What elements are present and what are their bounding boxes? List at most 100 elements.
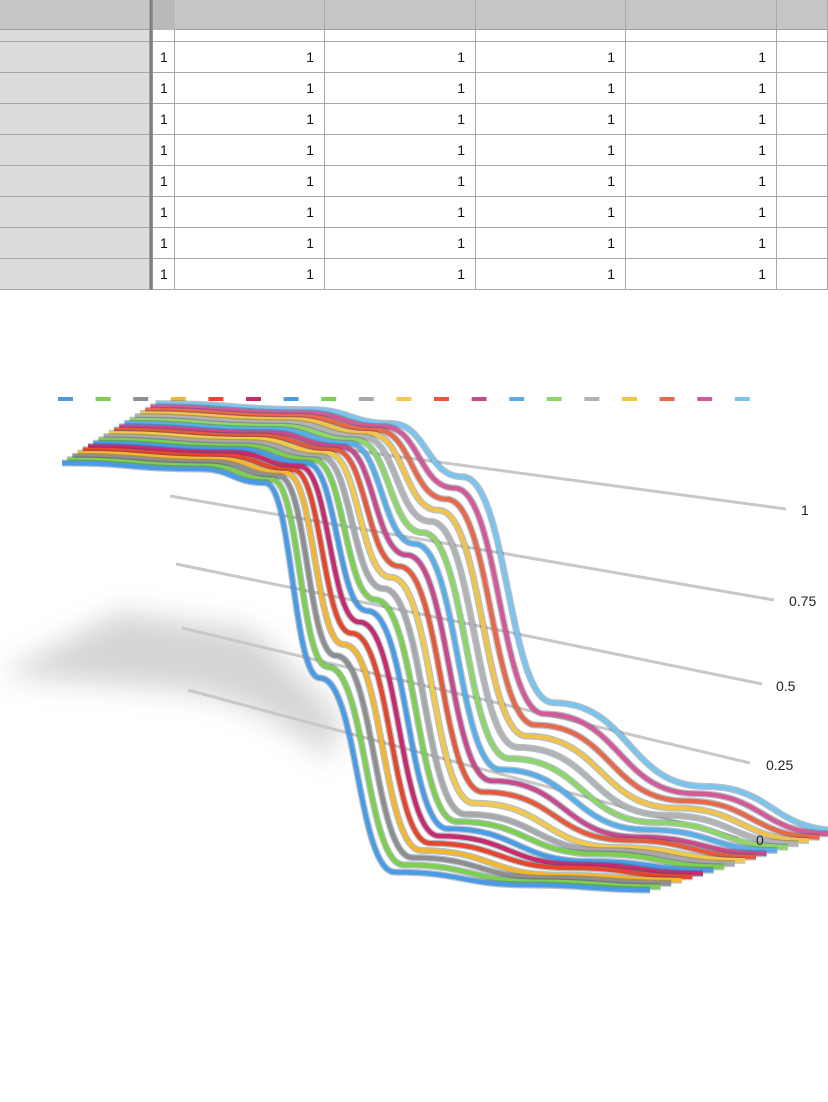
- table-cell[interactable]: 1: [626, 166, 777, 197]
- series-line: [134, 414, 799, 847]
- y-tick-label: 0.5: [776, 678, 796, 694]
- series-line: [67, 457, 661, 889]
- table-cell[interactable]: 1: [325, 166, 476, 197]
- column-header-e[interactable]: [626, 0, 777, 30]
- table-cell[interactable]: 1: [175, 228, 325, 259]
- legend-swatch: [659, 397, 675, 401]
- chart-series: [61, 400, 828, 894]
- table-cell[interactable]: 1: [325, 135, 476, 166]
- series-line: [139, 411, 810, 843]
- table-cell[interactable]: 1: [626, 197, 777, 228]
- table-cell[interactable]: 1: [175, 135, 325, 166]
- table-cell[interactable]: 1: [150, 73, 175, 104]
- table-cell[interactable]: 1: [150, 197, 175, 228]
- row-label-cell[interactable]: [0, 166, 150, 197]
- row-label-cell[interactable]: [0, 73, 150, 104]
- row-label-cell[interactable]: [0, 197, 150, 228]
- chart-legend: [58, 397, 750, 401]
- table-cell[interactable]: 1: [626, 259, 777, 290]
- legend-swatch: [170, 397, 186, 401]
- table-cell[interactable]: [777, 135, 828, 166]
- legend-swatch: [246, 397, 261, 401]
- legend-swatch: [622, 397, 637, 401]
- y-tick-label: 0.75: [789, 593, 816, 609]
- table-cell[interactable]: 1: [476, 166, 626, 197]
- legend-swatch: [321, 397, 337, 401]
- table-cell[interactable]: 1: [325, 42, 476, 73]
- y-tick-label: 0.25: [766, 757, 793, 773]
- table-cell[interactable]: [777, 228, 828, 259]
- table-cell[interactable]: 1: [150, 42, 175, 73]
- table-cell[interactable]: 1: [150, 166, 175, 197]
- table-cell[interactable]: 1: [325, 228, 476, 259]
- table-cell[interactable]: 1: [175, 166, 325, 197]
- row-label-cell[interactable]: [0, 228, 150, 259]
- table-cell[interactable]: 1: [150, 135, 175, 166]
- table-cell[interactable]: [777, 197, 828, 228]
- table-cell[interactable]: 1: [476, 42, 626, 73]
- column-header-b[interactable]: [175, 0, 325, 30]
- table-cell[interactable]: 1: [626, 73, 777, 104]
- table-cell[interactable]: 1: [626, 228, 777, 259]
- series-line: [129, 417, 788, 850]
- legend-swatch: [546, 397, 562, 401]
- row-label-cell[interactable]: [0, 259, 150, 290]
- table-cell[interactable]: 1: [325, 104, 476, 135]
- table-cell[interactable]: 1: [626, 104, 777, 135]
- table-cell[interactable]: 1: [325, 73, 476, 104]
- table-cell[interactable]: 1: [175, 73, 325, 104]
- table-cell[interactable]: 1: [175, 42, 325, 73]
- row-label-cell[interactable]: [0, 42, 150, 73]
- legend-swatch: [208, 397, 224, 401]
- frozen-column-divider[interactable]: [150, 0, 153, 290]
- table-cell[interactable]: 1: [175, 104, 325, 135]
- legend-swatch: [509, 397, 525, 401]
- partial-row: [0, 30, 828, 42]
- legend-swatch: [58, 397, 73, 401]
- series-line: [72, 454, 672, 886]
- table-cell[interactable]: 1: [150, 228, 175, 259]
- table-cell[interactable]: [777, 104, 828, 135]
- table-cell[interactable]: 1: [476, 197, 626, 228]
- legend-swatch: [584, 397, 600, 401]
- table-cell[interactable]: [777, 42, 828, 73]
- table-cell[interactable]: 1: [175, 197, 325, 228]
- row-header-corner[interactable]: [0, 0, 150, 30]
- table-cell[interactable]: 1: [626, 42, 777, 73]
- table-cell[interactable]: 1: [476, 259, 626, 290]
- series-line: [108, 431, 746, 863]
- gridline: [175, 562, 763, 686]
- table-cell[interactable]: 1: [175, 259, 325, 290]
- table-cell[interactable]: [777, 166, 828, 197]
- column-header-f[interactable]: [777, 0, 828, 30]
- row-label-cell[interactable]: [0, 104, 150, 135]
- column-header-d[interactable]: [476, 0, 626, 30]
- table-cell[interactable]: 1: [150, 259, 175, 290]
- column-header-c[interactable]: [325, 0, 476, 30]
- legend-swatch: [734, 397, 750, 401]
- series-line: [119, 424, 767, 856]
- series-line: [82, 447, 693, 880]
- series-line: [155, 401, 828, 833]
- table-cell[interactable]: 1: [626, 135, 777, 166]
- table-cell[interactable]: 1: [476, 228, 626, 259]
- series-line: [150, 404, 828, 837]
- table-cell[interactable]: [777, 259, 828, 290]
- series-line: [61, 460, 651, 893]
- column-header-a[interactable]: [150, 0, 175, 30]
- table-cell[interactable]: 1: [476, 104, 626, 135]
- table-cell[interactable]: 1: [325, 197, 476, 228]
- chart-y-axis: 1 0.75 0.5 0.25 0: [756, 502, 816, 848]
- table-cell[interactable]: [777, 73, 828, 104]
- table-cell[interactable]: 1: [325, 259, 476, 290]
- series-line: [77, 450, 682, 883]
- table-cell[interactable]: 1: [150, 104, 175, 135]
- series-line: [98, 437, 725, 870]
- table-cell[interactable]: 1: [476, 73, 626, 104]
- table-cell[interactable]: 1: [476, 135, 626, 166]
- row-label-cell[interactable]: [0, 135, 150, 166]
